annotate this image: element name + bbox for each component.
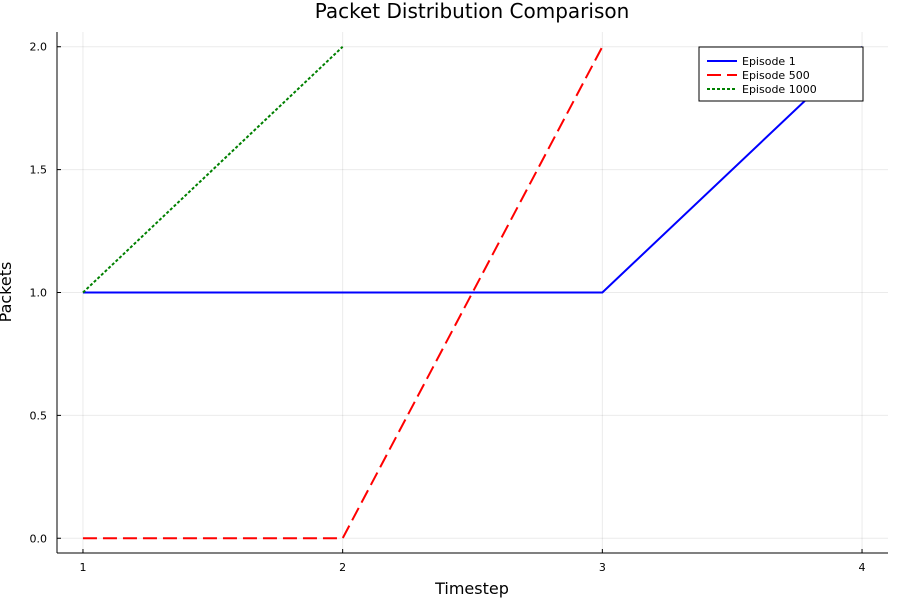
x-tick-label: 2: [339, 561, 346, 574]
legend-box: [698, 46, 864, 102]
x-tick-label: 3: [599, 561, 606, 574]
x-ticks: 1 2 3 4: [79, 549, 866, 574]
x-tick-label: 4: [859, 561, 866, 574]
y-ticks: 0.0 0.5 1.0 1.5 2.0: [30, 41, 61, 545]
series-line-episode-1000: [82, 46, 344, 294]
y-tick-label: 0.5: [30, 409, 48, 422]
y-tick-label: 1.5: [30, 164, 48, 177]
series-line-episode-500: [82, 46, 604, 540]
x-tick-label: 1: [79, 561, 86, 574]
y-tick-label: 1.0: [30, 287, 48, 300]
legend-entry: Episode 1000: [742, 83, 817, 96]
y-tick-label: 2.0: [30, 41, 48, 54]
y-tick-label: 0.0: [30, 532, 48, 545]
legend-entry: Episode 1: [742, 55, 796, 68]
x-axis-label: Timestep: [434, 579, 509, 598]
series: [82, 46, 863, 540]
y-axis-label: Packets: [0, 262, 15, 323]
series-line-episode-1: [82, 46, 863, 294]
legend-entry: Episode 500: [742, 69, 810, 82]
chart-title: Packet Distribution Comparison: [315, 0, 630, 23]
